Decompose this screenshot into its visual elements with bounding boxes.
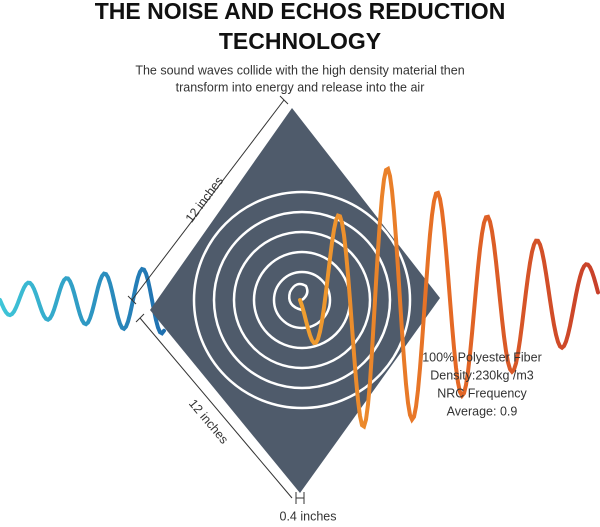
subtitle-line: transform into energy and release into t…: [176, 80, 425, 94]
title-line: THE NOISE AND ECHOS REDUCTION: [95, 0, 506, 24]
dimension-lines: [127, 95, 305, 504]
spec-line: 100% Polyester Fiber: [422, 350, 542, 364]
spec-line: NRC Frequency: [437, 386, 527, 400]
concentric-rings: [192, 190, 412, 410]
incoming-wave: [0, 266, 166, 336]
subtitle-line: The sound waves collide with the high de…: [135, 63, 464, 77]
dimension-label: 0.4 inches: [280, 509, 337, 523]
spec-line: Average: 0.9: [447, 404, 518, 418]
spec-line: Density:230kg /m3: [430, 368, 534, 382]
dimension-label: 12 inches: [186, 397, 231, 447]
title-line: TECHNOLOGY: [219, 28, 381, 54]
dissipating-wave: [298, 165, 600, 430]
